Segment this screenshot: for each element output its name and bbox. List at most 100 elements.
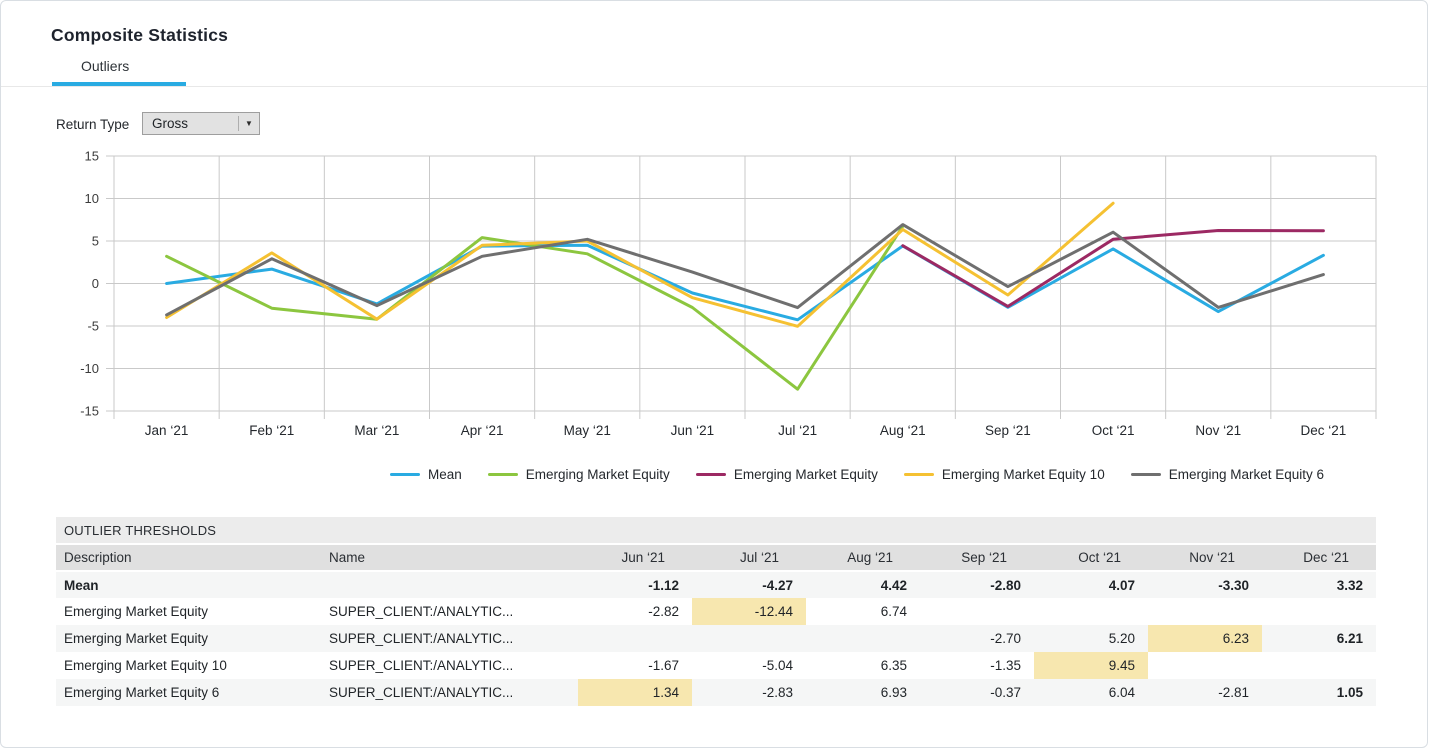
x-axis-tick-label: Sep ‘21 (985, 423, 1031, 438)
cell-value (920, 598, 1034, 625)
series-line-emerging-market-equity-2 (901, 229, 1325, 308)
outliers-line-chart: 15 10 5 0 -5 -10 -15 Jan ‘21 Feb ‘21 Mar ‘21 Apr ‘… (80, 149, 1377, 438)
cell-value: -4.27 (762, 577, 793, 593)
column-header: Nov ‘21 (1189, 550, 1235, 565)
thresholds-table: Description Name Jun ‘21 Jul ‘21 Aug ‘21 Sep … (56, 545, 1376, 706)
outlier-thresholds-table: OUTLIER THRESHOLDS Description Name Jun ‘2… (56, 517, 1376, 706)
cell-description: Mean (64, 577, 99, 593)
y-axis-tick-label: 10 (85, 191, 99, 206)
cell-description: Emerging Market Equity 6 (64, 685, 220, 700)
y-axis-tick-label: 15 (85, 149, 99, 164)
legend-item-emerging-market-equity-2: Emerging Market Equity (695, 467, 878, 482)
x-axis-tick-label: Aug ‘21 (880, 423, 926, 438)
cell-value: -2.81 (1218, 685, 1249, 700)
cell-value: -1.12 (648, 577, 679, 593)
column-header: Oct ‘21 (1078, 550, 1121, 565)
table-header: Description Name Jun ‘21 Jul ‘21 Aug ‘21 Sep … (56, 545, 1376, 571)
x-axis-tick-label: Feb ‘21 (249, 423, 294, 438)
x-axis-tick-label: Mar ‘21 (354, 423, 399, 438)
cell-value-outlier: 1.34 (578, 679, 692, 706)
cell-value: 4.07 (1108, 577, 1135, 593)
table-header-row: Description Name Jun ‘21 Jul ‘21 Aug ‘21 Sep … (56, 545, 1376, 571)
header-divider (1, 86, 1427, 87)
legend-swatch-emerging-market-equity-2 (695, 472, 726, 477)
cell-description: Emerging Market Equity (64, 631, 209, 646)
legend-swatch-emerging-market-equity-10 (903, 472, 934, 477)
x-axis-tick-label: Dec ‘21 (1301, 423, 1347, 438)
legend-item-emerging-market-equity-6: Emerging Market Equity 6 (1130, 467, 1325, 482)
legend-item-emerging-market-equity: Emerging Market Equity (487, 467, 670, 482)
cell-value: 6.35 (880, 658, 907, 673)
cell-value: -0.37 (990, 685, 1021, 700)
chart-legend: Mean Emerging Market Equity Emerging Marke… (144, 467, 1427, 482)
table-row: Emerging Market Equity SUPER_CLIENT:/ANAL… (56, 598, 1376, 625)
column-header: Sep ‘21 (961, 550, 1007, 565)
legend-item-emerging-market-equity-10: Emerging Market Equity 10 (903, 467, 1105, 482)
table-row: Emerging Market Equity 10 SUPER_CLIENT:/A… (56, 652, 1376, 679)
series-line-emerging-market-equity-10 (165, 201, 1115, 328)
cell-value: 4.42 (880, 577, 907, 593)
column-header: Jun ‘21 (621, 550, 665, 565)
cell-value: -1.67 (648, 658, 679, 673)
return-type-dropdown[interactable]: Gross ▼ (142, 112, 260, 135)
cell-description: Emerging Market Equity (64, 604, 209, 619)
return-type-label: Return Type (56, 117, 130, 132)
legend-label: Emerging Market Equity 10 (941, 467, 1105, 482)
cell-name: SUPER_CLIENT:/ANALYTIC... (329, 604, 514, 619)
cell-value: -3.30 (1218, 577, 1249, 593)
cell-value: 6.74 (880, 604, 907, 619)
y-axis-tick-label: -10 (80, 361, 99, 376)
page-title: Composite Statistics (51, 25, 229, 45)
cell-value: 3.32 (1336, 577, 1363, 593)
legend-label: Emerging Market Equity (733, 467, 878, 482)
y-axis-tick-label: 0 (92, 276, 99, 291)
cell-value: -2.80 (990, 577, 1021, 593)
legend-swatch-emerging-market-equity-6 (1130, 472, 1161, 477)
return-type-value: Gross (152, 116, 189, 131)
cell-value: 5.20 (1108, 631, 1135, 646)
cell-value (806, 625, 920, 652)
cell-value: 6.21 (1336, 631, 1363, 646)
cell-name: SUPER_CLIENT:/ANALYTIC... (329, 685, 514, 700)
legend-swatch-mean (389, 472, 420, 477)
x-axis-tick-label: Nov ‘21 (1195, 423, 1241, 438)
column-header: Name (329, 550, 366, 565)
cell-value: 6.93 (880, 685, 907, 700)
cell-value-outlier: 9.45 (1034, 652, 1148, 679)
legend-label: Emerging Market Equity 6 (1168, 467, 1325, 482)
table-title: OUTLIER THRESHOLDS (56, 517, 1376, 545)
cell-value (1148, 598, 1262, 625)
x-axis-tick-label: Apr ‘21 (461, 423, 504, 438)
table-row: Emerging Market Equity SUPER_CLIENT:/ANAL… (56, 625, 1376, 652)
cell-value: -5.04 (762, 658, 793, 673)
legend-label: Emerging Market Equity (525, 467, 670, 482)
cell-value: -2.83 (762, 685, 793, 700)
cell-name: SUPER_CLIENT:/ANALYTIC... (329, 658, 514, 673)
series-line-emerging-market-equity-6 (165, 223, 1325, 317)
legend-label: Mean (427, 467, 462, 482)
cell-value: 1.05 (1336, 685, 1363, 700)
cell-value: -2.70 (990, 631, 1021, 646)
series-line-emerging-market-equity (165, 224, 905, 391)
cell-value: -1.35 (990, 658, 1021, 673)
tab-outliers[interactable]: Outliers (81, 58, 129, 74)
cell-value (692, 625, 806, 652)
active-tab-underline (52, 82, 186, 86)
legend-swatch-emerging-market-equity (487, 472, 518, 477)
cell-value-outlier: -12.44 (692, 598, 806, 625)
column-header: Description (64, 550, 132, 565)
tab-outliers-label: Outliers (81, 58, 130, 74)
chevron-down-icon: ▼ (238, 116, 259, 131)
column-header: Jul ‘21 (739, 550, 779, 565)
cell-name (328, 571, 578, 598)
cell-value: -2.82 (648, 604, 679, 619)
y-axis-tick-label: -15 (80, 404, 99, 419)
table-body: Mean -1.12 -4.27 4.42 -2.80 4.07 -3.30 3.32 Emer… (56, 571, 1376, 706)
y-axis-tick-label: 5 (92, 234, 99, 249)
legend-item-mean: Mean (389, 467, 462, 482)
cell-name: SUPER_CLIENT:/ANALYTIC... (329, 631, 514, 646)
cell-value (1262, 652, 1376, 679)
cell-value: 6.04 (1108, 685, 1135, 700)
table-row: Mean -1.12 -4.27 4.42 -2.80 4.07 -3.30 3.32 (56, 571, 1376, 598)
